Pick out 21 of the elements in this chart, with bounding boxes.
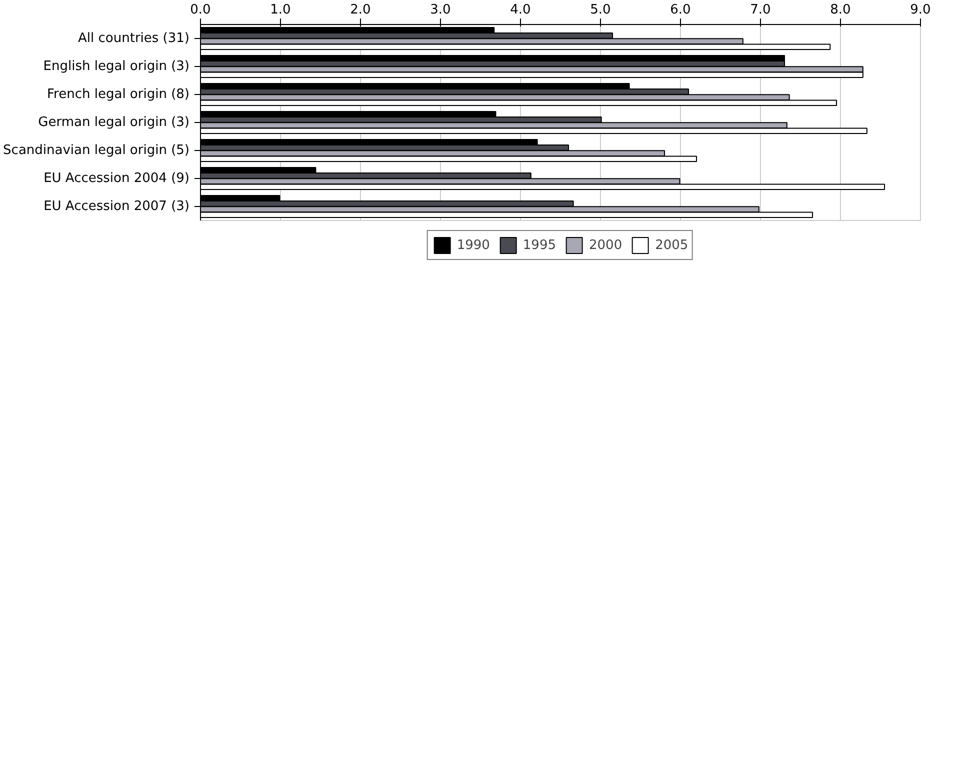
y-tick-label: German legal origin (3)	[38, 115, 190, 130]
y-tick-label: Scandinavian legal origin (5)	[3, 143, 190, 158]
y-tick-label: EU Accession 2004 (9)	[44, 171, 190, 186]
x-tick-label: 7.0	[750, 2, 771, 18]
x-tick-label: 3.0	[430, 2, 451, 18]
x-tick-label: 4.0	[510, 2, 531, 18]
legend-label: 1990	[456, 238, 490, 252]
x-tick-label: 1.0	[270, 2, 291, 18]
x-tick-label: 2.0	[350, 2, 371, 18]
y-tick-label: French legal origin (8)	[47, 87, 190, 102]
x-tick-label: 6.0	[670, 2, 691, 18]
x-tick-label: 0.0	[190, 2, 211, 18]
y-tick-label: All countries (31)	[78, 31, 190, 46]
legend-label: 1995	[522, 238, 556, 252]
x-tick-label: 5.0	[590, 2, 611, 18]
y-tick-label: EU Accession 2007 (3)	[44, 199, 190, 214]
y-tick-label: English legal origin (3)	[43, 59, 190, 74]
legend-label: 2005	[655, 238, 688, 252]
legend-label: 2000	[589, 238, 622, 252]
x-tick-label: 9.0	[910, 2, 931, 18]
x-tick-label: 8.0	[830, 2, 851, 18]
